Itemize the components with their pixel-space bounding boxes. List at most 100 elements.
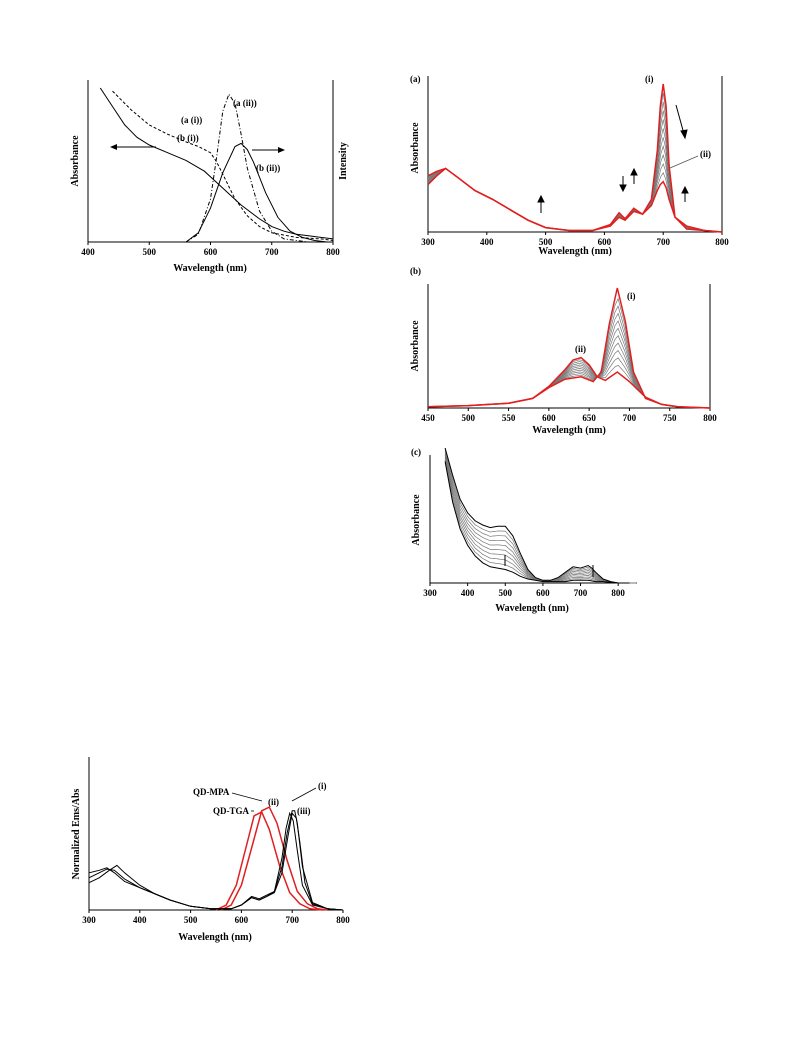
spectrum-trace (427, 137, 723, 233)
label-i: (i) (318, 781, 327, 791)
spectrum-trace (427, 128, 723, 233)
x-tick-label: 800 (336, 915, 350, 925)
y-axis-label: Absorbance (70, 135, 81, 187)
spectrum-trace (427, 297, 709, 409)
x-tick-label: 400 (461, 588, 475, 598)
change-arrows (537, 104, 689, 213)
panel-1: 400 500 600 700 800 Wavelength (nm) Absorban… (70, 80, 349, 274)
spectrum-trace (427, 168, 723, 233)
x-tick-label: 700 (574, 588, 588, 598)
panel-c: 300 400 500 600 700 800 (c) Wavelength (nm) A… (411, 447, 637, 614)
x-tick-label: 800 (326, 247, 340, 257)
x-tick-label: 700 (265, 247, 279, 257)
x-axis-label: Wavelength (nm) (178, 932, 252, 943)
x-tick-label: 500 (143, 247, 157, 257)
x-tick-label: 600 (536, 588, 550, 598)
annotation-i: (i) (627, 291, 636, 301)
spectrum-trace (427, 101, 723, 233)
x-tick-label: 800 (611, 588, 625, 598)
x-axis-label: Wavelength (nm) (173, 263, 247, 274)
annotation-ii: (ii) (575, 344, 586, 354)
label-ii: (ii) (268, 797, 279, 807)
x-tick-label: 500 (499, 588, 513, 598)
annotation-a-ii: (a (ii)) (233, 98, 257, 108)
x-tick-label: 550 (502, 413, 516, 423)
spectrum-trace (427, 359, 709, 409)
x-tick-label: 400 (480, 237, 494, 247)
annotation-a-i: (a (i)) (181, 115, 202, 125)
spectrum-trace (444, 452, 637, 584)
x-tick-label: 750 (663, 413, 677, 423)
y-axis-label: Absorbance (410, 122, 421, 174)
x-axis-label: Wavelength (nm) (532, 425, 606, 436)
x-axis-label: Wavelength (nm) (495, 603, 569, 614)
x-axis-label: Wavelength (nm) (538, 246, 612, 257)
series-line (427, 83, 723, 233)
x-tick-label: 400 (81, 247, 95, 257)
series-line (444, 447, 630, 584)
spectrum-trace (427, 305, 709, 409)
panel-a: 300 400 500 600 700 800 (a) Wavelength (nm) A… (410, 74, 729, 257)
x-tick-label: 700 (623, 413, 637, 423)
spectrum-trace (444, 450, 637, 584)
series-line (427, 167, 723, 233)
spectrum-trace (444, 459, 637, 584)
spectrum-trace (427, 312, 709, 409)
x-tick-label: 300 (423, 588, 437, 598)
series-line (215, 810, 323, 911)
pointer-ii (669, 155, 699, 169)
left-arrow-head (110, 144, 117, 150)
series-line (88, 810, 344, 911)
series-line (88, 811, 344, 911)
series-line (427, 356, 711, 409)
x-tick-label: 600 (204, 247, 218, 257)
spectrum-trace (427, 162, 723, 233)
series-line (99, 87, 334, 240)
x-tick-label: 800 (715, 237, 729, 247)
pointer-mpa (231, 792, 263, 802)
panel-label: (c) (411, 447, 421, 457)
x-tick-label: 500 (184, 915, 198, 925)
annotation-i: (i) (645, 74, 654, 84)
spectrum-trace (427, 335, 709, 409)
x-tick-label: 600 (542, 413, 556, 423)
spectrum-trace (444, 449, 637, 584)
label-qd-tga: QD-TGA (213, 806, 250, 816)
x-tick-label: 600 (235, 915, 249, 925)
label-qd-mpa: QD-MPA (193, 787, 230, 797)
spectrum-trace (427, 320, 709, 409)
spectrum-trace (427, 110, 723, 233)
x-tick-label: 800 (703, 413, 717, 423)
panel-label: (b) (410, 266, 421, 276)
spectrum-trace (427, 119, 723, 233)
y-axis-label: Absorbance (410, 320, 421, 372)
panel-b: 450 500 550 600 650 700 750 800 (b) Wavelength … (410, 266, 717, 436)
series-line (88, 812, 344, 911)
x-tick-label: 600 (598, 237, 612, 247)
x-tick-label: 650 (582, 413, 596, 423)
right-arrow-head (278, 147, 285, 153)
x-tick-label: 450 (421, 413, 435, 423)
y-axis-label-right: Intensity (338, 142, 349, 180)
y-axis-label: Absorbance (411, 494, 422, 546)
series-line (220, 806, 328, 911)
spectrum-trace (444, 458, 637, 584)
x-tick-label: 300 (421, 237, 435, 247)
series-line (427, 287, 711, 409)
annotation-ii: (ii) (700, 149, 711, 159)
series-line (185, 142, 327, 243)
x-tick-label: 500 (539, 237, 553, 247)
x-tick-label: 300 (82, 915, 96, 925)
x-tick-label: 400 (133, 915, 147, 925)
pointer-i (291, 787, 317, 802)
spectrum-trace (444, 453, 637, 584)
panel-label: (a) (410, 74, 421, 84)
annotation-b-ii: (b (ii)) (256, 163, 280, 173)
panel-bottom: 300 400 500 600 700 800 Wavelength (nm) Norma… (71, 757, 350, 943)
y-axis-label: Normalized Ems/Abs (71, 788, 82, 879)
x-tick-label: 500 (462, 413, 476, 423)
annotation-b-i: (b (i)) (177, 133, 199, 143)
label-iii: (iii) (297, 806, 311, 816)
series-line (444, 461, 630, 584)
